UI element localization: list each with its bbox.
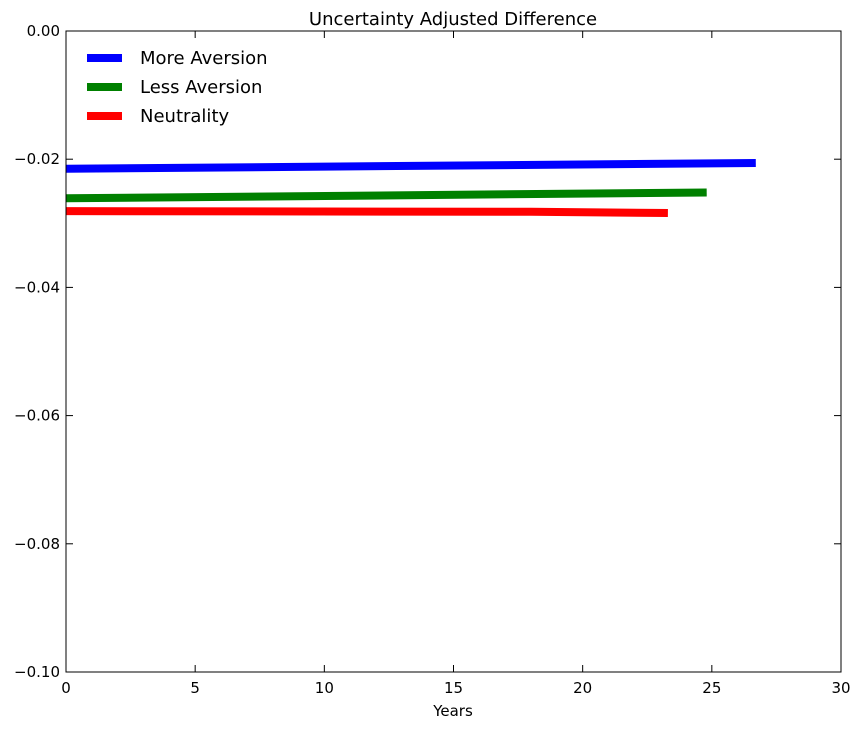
series-line-0 — [65, 159, 756, 173]
y-tick-label: 0.00 — [27, 22, 60, 40]
y-tick-label: −0.04 — [14, 278, 60, 296]
y-tick-label: −0.06 — [14, 407, 60, 425]
series-line-1 — [65, 188, 707, 203]
chart-title: Uncertainty Adjusted Difference — [309, 9, 597, 30]
series-line-2 — [65, 207, 668, 217]
series-layer — [65, 159, 756, 217]
x-tick-label: 25 — [702, 679, 721, 697]
x-axis-label: Years — [432, 702, 473, 720]
y-tick-label: −0.08 — [14, 535, 60, 553]
x-tick-label: 30 — [831, 679, 850, 697]
tick-layer: 0 5 10 15 20 25 30 0.00 −0.02 −0.04 −0.06 −0.08 −0.1… — [14, 22, 851, 697]
x-tick-label: 5 — [190, 679, 200, 697]
x-tick-label: 15 — [444, 679, 463, 697]
x-tick-label: 0 — [61, 679, 71, 697]
x-tick-label: 10 — [315, 679, 334, 697]
legend-label-1: Less Aversion — [140, 77, 262, 98]
legend-label-2: Neutrality — [140, 106, 229, 127]
legend-label-0: More Aversion — [140, 48, 268, 69]
y-tick-label: −0.02 — [14, 150, 60, 168]
legend: More Aversion Less Aversion Neutrality — [87, 48, 268, 127]
x-tick-label: 20 — [573, 679, 592, 697]
plot-frame — [65, 30, 842, 673]
y-tick-label: −0.10 — [14, 663, 60, 681]
